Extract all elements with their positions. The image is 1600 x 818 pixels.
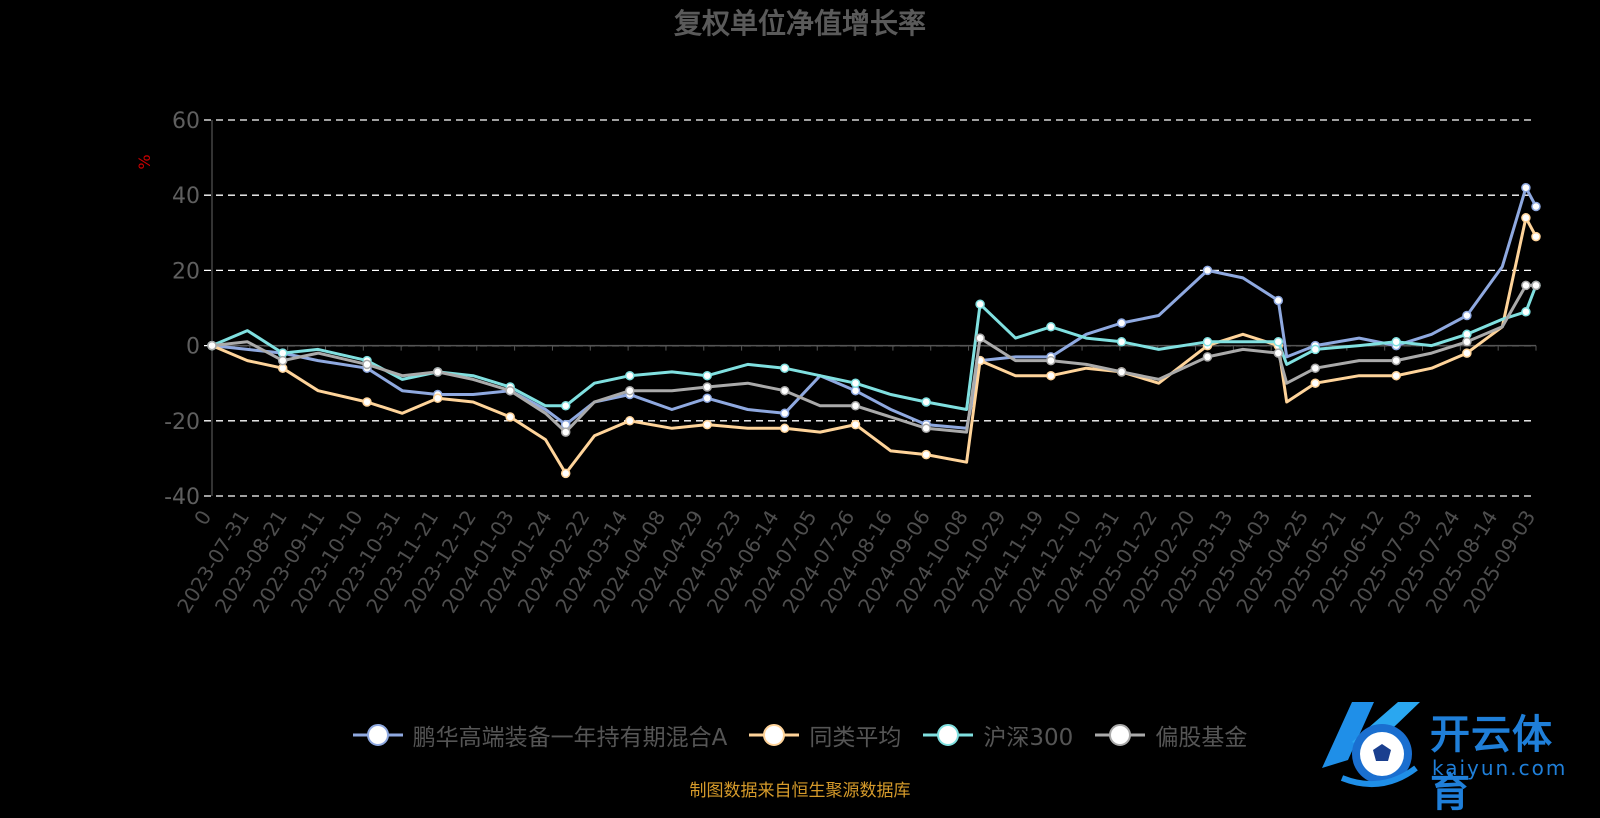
data-point xyxy=(975,299,985,309)
data-point xyxy=(432,367,443,377)
legend-swatch xyxy=(923,724,974,746)
data-point xyxy=(560,468,571,479)
data-point xyxy=(1521,307,1531,317)
data-source-note: 制图数据来自恒生聚源数据库 xyxy=(689,781,911,801)
data-point xyxy=(1310,344,1321,355)
chart-canvas: -40-20020406002023-07-312023-08-212023-0… xyxy=(135,109,1541,617)
data-point xyxy=(975,333,985,343)
data-point xyxy=(1202,265,1213,276)
data-point xyxy=(277,363,288,373)
legend-item-0[interactable]: 鹏华高端装备一年持有期混合A xyxy=(352,718,728,752)
series-line-1 xyxy=(211,216,1538,475)
data-point xyxy=(1521,213,1531,223)
data-point xyxy=(779,408,790,419)
legend-label: 偏股基金 xyxy=(1155,725,1248,751)
data-point xyxy=(1116,367,1127,377)
series-line-0 xyxy=(211,186,1538,430)
data-point xyxy=(1046,370,1056,381)
chart-title: 复权单位净值增长率 xyxy=(673,7,926,40)
data-point xyxy=(1391,370,1401,381)
data-point xyxy=(625,370,635,381)
data-point xyxy=(1531,280,1541,291)
series-line-3 xyxy=(211,283,1536,434)
data-point xyxy=(702,419,712,430)
data-point xyxy=(505,412,515,422)
gridlines xyxy=(204,119,1536,497)
series-line-2 xyxy=(211,284,1538,411)
legend-label: 同类平均 xyxy=(809,725,902,751)
data-point xyxy=(702,370,712,381)
data-point xyxy=(207,340,217,351)
data-point xyxy=(625,385,635,396)
y-tick-label: 40 xyxy=(172,184,200,209)
data-point xyxy=(362,397,372,407)
data-point xyxy=(1462,310,1472,321)
x-tick-label: 0 xyxy=(189,506,216,530)
y-tick-label: -20 xyxy=(164,410,200,435)
legend-item-3[interactable]: 偏股基金 xyxy=(1095,718,1247,752)
data-point xyxy=(779,423,790,434)
data-point xyxy=(779,385,790,396)
data-point xyxy=(1462,348,1472,358)
data-point xyxy=(1531,201,1541,212)
soccer-ball-logo-icon xyxy=(1322,702,1420,788)
data-point xyxy=(1202,337,1213,347)
data-point xyxy=(1462,337,1472,347)
y-tick-label: 20 xyxy=(172,259,200,284)
data-point xyxy=(702,382,712,392)
data-point xyxy=(850,378,861,388)
data-point xyxy=(850,401,861,411)
y-tick-label: 60 xyxy=(172,109,200,134)
data-point xyxy=(1391,355,1401,366)
y-axis-label: % xyxy=(135,154,154,169)
data-point xyxy=(625,416,635,426)
data-point xyxy=(850,419,861,430)
data-point xyxy=(1273,348,1284,358)
data-point xyxy=(505,385,515,396)
data-point xyxy=(362,359,372,370)
data-point xyxy=(560,427,571,437)
data-point xyxy=(779,363,790,373)
data-point xyxy=(560,401,571,411)
legend-item-2[interactable]: 沪深300 xyxy=(923,718,1073,752)
y-tick-label: 0 xyxy=(186,335,200,360)
data-point xyxy=(1202,352,1213,362)
data-point xyxy=(1046,355,1056,366)
data-point xyxy=(1273,337,1284,347)
series-lines xyxy=(207,182,1541,479)
data-point xyxy=(921,397,931,407)
data-point xyxy=(1310,363,1321,373)
legend-label: 鹏华高端装备一年持有期混合A xyxy=(412,725,728,751)
data-point xyxy=(1310,378,1321,388)
data-point xyxy=(921,423,931,434)
data-point xyxy=(277,355,288,366)
legend-item-1[interactable]: 同类平均 xyxy=(749,718,901,752)
data-point xyxy=(1116,337,1127,347)
legend-swatch xyxy=(1095,724,1146,746)
data-point xyxy=(1531,231,1541,242)
data-point xyxy=(702,393,712,403)
watermark-domain: kaiyun.com xyxy=(1432,756,1568,780)
data-point xyxy=(1521,280,1531,291)
legend-swatch xyxy=(352,724,403,746)
data-point xyxy=(1391,337,1401,347)
data-point xyxy=(1116,318,1127,328)
data-point xyxy=(432,393,443,403)
y-tick-label: -40 xyxy=(164,485,200,510)
data-point xyxy=(1521,182,1531,193)
legend-label: 沪深300 xyxy=(983,725,1074,751)
data-point xyxy=(1046,322,1056,332)
legend: 鹏华高端装备一年持有期混合A 同类平均 沪深300 偏股基金 xyxy=(0,718,1600,752)
data-point xyxy=(921,449,931,460)
legend-swatch xyxy=(749,724,800,746)
data-point xyxy=(1273,295,1284,306)
watermark-logo: 开云体育 kaiyun.com xyxy=(1312,698,1592,816)
